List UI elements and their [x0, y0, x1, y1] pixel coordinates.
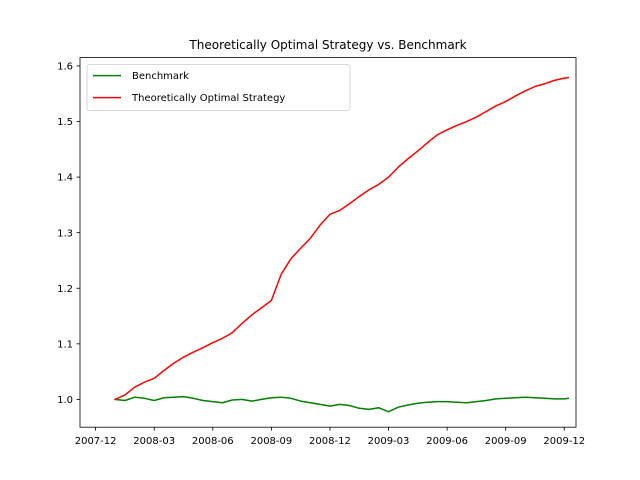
- y-tick-label: 1.4: [57, 173, 73, 184]
- legend: Benchmark Theoretically Optimal Strategy: [86, 64, 351, 111]
- plot-border: [79, 57, 577, 428]
- x-tick-label: 2009-06: [426, 436, 468, 447]
- y-tick-label: 1.0: [57, 395, 73, 406]
- x-axis: 2007-12 2008-03 2008-06 2008-09 2008-12 2009-…: [75, 427, 585, 447]
- x-tick-label: 2008-03: [133, 436, 175, 447]
- theoretically-optimal-strategy-series-line: [114, 76, 570, 401]
- x-tick-label: 2008-06: [192, 436, 234, 447]
- x-tick-label: 2009-12: [543, 436, 585, 447]
- y-tick-label: 1.6: [57, 62, 73, 73]
- benchmark-series-line: [114, 395, 570, 413]
- y-tick-label: 1.3: [57, 228, 73, 239]
- y-tick-label: 1.5: [57, 117, 73, 128]
- plot-area: [80, 57, 576, 428]
- x-tick-label: 2008-12: [309, 436, 351, 447]
- legend-label: Theoretically Optimal Strategy: [131, 93, 285, 104]
- legend-label: Benchmark: [132, 71, 189, 82]
- x-tick-label: 2007-12: [75, 436, 117, 447]
- y-tick-label: 1.1: [57, 339, 73, 350]
- series-layer: [114, 76, 570, 413]
- chart-title: Theoretically Optimal Strategy vs. Bench…: [188, 38, 466, 52]
- y-tick-label: 1.2: [57, 284, 73, 295]
- x-tick-label: 2009-09: [485, 436, 527, 447]
- y-axis: 1.0 1.1 1.2 1.3 1.4 1.5 1.6: [57, 62, 80, 406]
- x-tick-label: 2008-09: [250, 436, 292, 447]
- legend-box: [86, 64, 351, 111]
- x-tick-label: 2009-03: [368, 436, 410, 447]
